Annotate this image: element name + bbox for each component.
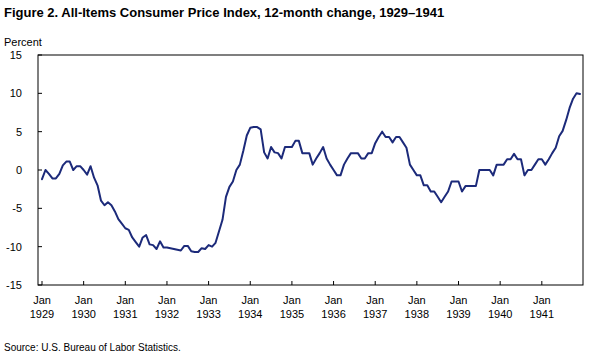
- y-tick-label: -15: [6, 279, 22, 291]
- x-tick: [208, 281, 209, 285]
- plot-frame: [38, 55, 583, 285]
- x-tick-label-part: Jan: [75, 294, 93, 306]
- x-tick: [291, 281, 292, 285]
- x-tick: [458, 281, 459, 285]
- x-tick-label-part: Jan: [491, 294, 509, 306]
- x-tick-label-part: Jan: [33, 294, 51, 306]
- x-tick-label: Jan 1938: [405, 294, 429, 320]
- y-tick-label: -10: [6, 241, 22, 253]
- y-tick: [38, 55, 42, 56]
- x-tick-label-part: 1936: [321, 308, 345, 320]
- x-tick-label-part: 1938: [405, 308, 429, 320]
- x-tick-label-part: 1940: [488, 308, 512, 320]
- x-tick-label: Jan 1937: [363, 294, 387, 320]
- x-tick-label: Jan 1930: [71, 294, 95, 320]
- x-tick-label-part: Jan: [200, 294, 218, 306]
- x-tick-label: Jan 1939: [446, 294, 470, 320]
- x-tick: [416, 281, 417, 285]
- background: [0, 0, 605, 363]
- x-tick: [500, 281, 501, 285]
- x-tick: [375, 281, 376, 285]
- x-tick-label-part: 1941: [530, 308, 554, 320]
- x-tick: [541, 281, 542, 285]
- x-tick: [83, 281, 84, 285]
- x-tick-label: Jan 1933: [196, 294, 220, 320]
- x-tick: [42, 281, 43, 285]
- x-tick-label-part: Jan: [116, 294, 134, 306]
- y-tick-label: 5: [16, 126, 22, 138]
- x-tick-label-part: 1929: [30, 308, 54, 320]
- x-tick-label-part: 1933: [196, 308, 220, 320]
- x-tick-label-part: Jan: [366, 294, 384, 306]
- x-tick-label-part: 1931: [113, 308, 137, 320]
- x-tick-label: Jan 1940: [488, 294, 512, 320]
- x-tick-label: Jan 1941: [530, 294, 554, 320]
- x-tick-label: Jan 1932: [155, 294, 179, 320]
- y-axis-label: Percent: [4, 36, 42, 48]
- x-tick-label: Jan 1929: [30, 294, 54, 320]
- chart: Figure 2. All-Items Consumer Price Index…: [0, 0, 605, 363]
- x-tick-label-part: Jan: [450, 294, 468, 306]
- x-tick-label: Jan 1931: [113, 294, 137, 320]
- y-tick: [38, 246, 42, 247]
- cpi-line: [42, 93, 580, 252]
- x-tick: [333, 281, 334, 285]
- plot-area: [42, 93, 580, 252]
- x-tick-label-part: Jan: [241, 294, 259, 306]
- x-tick-label-part: Jan: [283, 294, 301, 306]
- y-tick: [38, 131, 42, 132]
- x-tick-label-part: 1934: [238, 308, 262, 320]
- x-tick-label-part: 1930: [71, 308, 95, 320]
- title: Figure 2. All-Items Consumer Price Index…: [4, 5, 444, 20]
- y-tick: [38, 208, 42, 209]
- x-tick: [125, 281, 126, 285]
- x-tick-label-part: 1932: [155, 308, 179, 320]
- y-tick-label: 10: [10, 87, 22, 99]
- y-tick-label: 0: [16, 164, 22, 176]
- y-tick: [38, 170, 42, 171]
- x-tick-label: Jan 1934: [238, 294, 262, 320]
- x-tick: [166, 281, 167, 285]
- x-tick-label-part: Jan: [408, 294, 426, 306]
- x-tick-label-part: Jan: [158, 294, 176, 306]
- x-tick-label: Jan 1936: [321, 294, 345, 320]
- x-tick: [250, 281, 251, 285]
- y-tick-label: -5: [12, 202, 22, 214]
- y-tick-label: 15: [10, 49, 22, 61]
- x-tick-label-part: 1937: [363, 308, 387, 320]
- x-tick-label-part: Jan: [533, 294, 551, 306]
- x-tick-label-part: 1939: [446, 308, 470, 320]
- x-tick-label: Jan 1935: [280, 294, 304, 320]
- x-tick-label-part: 1935: [280, 308, 304, 320]
- y-tick: [38, 285, 42, 286]
- source: Source: U.S. Bureau of Labor Statistics.: [4, 342, 181, 353]
- x-tick-label-part: Jan: [325, 294, 343, 306]
- y-tick: [38, 93, 42, 94]
